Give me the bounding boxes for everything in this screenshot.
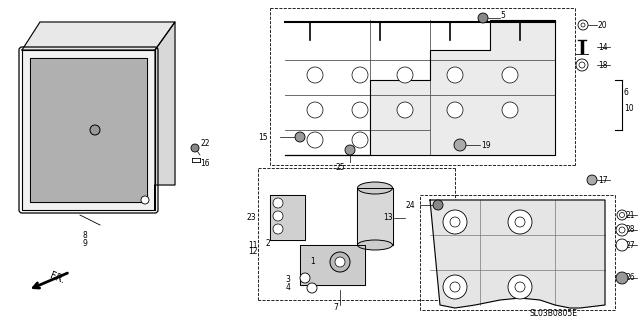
- Text: 24: 24: [405, 201, 415, 210]
- Circle shape: [447, 102, 463, 118]
- Circle shape: [352, 102, 368, 118]
- Circle shape: [502, 102, 518, 118]
- Circle shape: [352, 67, 368, 83]
- Circle shape: [273, 198, 283, 208]
- Text: 5: 5: [500, 11, 505, 20]
- Circle shape: [273, 224, 283, 234]
- Circle shape: [307, 102, 323, 118]
- Text: 13: 13: [383, 213, 392, 222]
- Text: 7: 7: [333, 303, 339, 313]
- Circle shape: [581, 23, 585, 27]
- Polygon shape: [285, 20, 555, 155]
- Text: 18: 18: [598, 60, 607, 69]
- Text: 27: 27: [625, 241, 635, 250]
- Circle shape: [397, 67, 413, 83]
- Text: FR.: FR.: [48, 270, 66, 285]
- Text: SL03B0805E: SL03B0805E: [530, 309, 578, 318]
- Polygon shape: [30, 58, 147, 202]
- Text: 14: 14: [598, 43, 607, 52]
- Circle shape: [352, 132, 368, 148]
- Circle shape: [616, 239, 628, 251]
- Circle shape: [191, 144, 199, 152]
- Text: 16: 16: [200, 158, 210, 167]
- Circle shape: [502, 67, 518, 83]
- Circle shape: [90, 125, 100, 135]
- Text: 21: 21: [625, 211, 634, 220]
- Text: 28: 28: [625, 226, 634, 235]
- Text: 1: 1: [310, 258, 315, 267]
- Circle shape: [450, 217, 460, 227]
- Circle shape: [587, 175, 597, 185]
- Text: 8: 8: [83, 230, 88, 239]
- Circle shape: [307, 132, 323, 148]
- Circle shape: [616, 272, 628, 284]
- Text: 19: 19: [481, 140, 491, 149]
- Circle shape: [579, 62, 585, 68]
- Text: 15: 15: [259, 132, 268, 141]
- Ellipse shape: [358, 182, 392, 194]
- Circle shape: [478, 13, 488, 23]
- Circle shape: [508, 275, 532, 299]
- Circle shape: [273, 211, 283, 221]
- Circle shape: [450, 282, 460, 292]
- Circle shape: [295, 132, 305, 142]
- Circle shape: [515, 217, 525, 227]
- Circle shape: [433, 200, 443, 210]
- Polygon shape: [300, 245, 365, 285]
- Ellipse shape: [358, 240, 392, 250]
- Polygon shape: [155, 22, 175, 210]
- Circle shape: [576, 59, 588, 71]
- Text: 25: 25: [335, 163, 345, 172]
- Circle shape: [508, 210, 532, 234]
- Circle shape: [578, 20, 588, 30]
- Text: 26: 26: [625, 274, 635, 283]
- Text: 11: 11: [248, 241, 258, 250]
- Text: 20: 20: [598, 20, 607, 29]
- Text: 9: 9: [83, 238, 88, 247]
- Circle shape: [616, 224, 628, 236]
- Text: 12: 12: [248, 247, 258, 257]
- Circle shape: [515, 282, 525, 292]
- Circle shape: [141, 196, 149, 204]
- Circle shape: [443, 275, 467, 299]
- Circle shape: [307, 67, 323, 83]
- Circle shape: [620, 212, 625, 218]
- Polygon shape: [22, 50, 155, 210]
- Circle shape: [454, 139, 466, 151]
- Text: 3: 3: [285, 276, 290, 284]
- Circle shape: [617, 210, 627, 220]
- Text: 23: 23: [246, 213, 256, 222]
- Circle shape: [345, 145, 355, 155]
- Circle shape: [397, 102, 413, 118]
- Circle shape: [335, 257, 345, 267]
- Circle shape: [307, 283, 317, 293]
- Polygon shape: [430, 200, 605, 308]
- Polygon shape: [270, 195, 305, 240]
- Polygon shape: [357, 188, 393, 245]
- Text: 10: 10: [624, 103, 634, 113]
- Text: 17: 17: [598, 175, 607, 185]
- Circle shape: [447, 67, 463, 83]
- Text: 22: 22: [200, 139, 209, 148]
- Circle shape: [443, 210, 467, 234]
- Polygon shape: [22, 22, 175, 50]
- Text: 2: 2: [266, 238, 270, 247]
- Circle shape: [300, 273, 310, 283]
- Text: 6: 6: [624, 87, 629, 97]
- Text: 4: 4: [285, 284, 290, 292]
- Circle shape: [619, 227, 625, 233]
- Circle shape: [330, 252, 350, 272]
